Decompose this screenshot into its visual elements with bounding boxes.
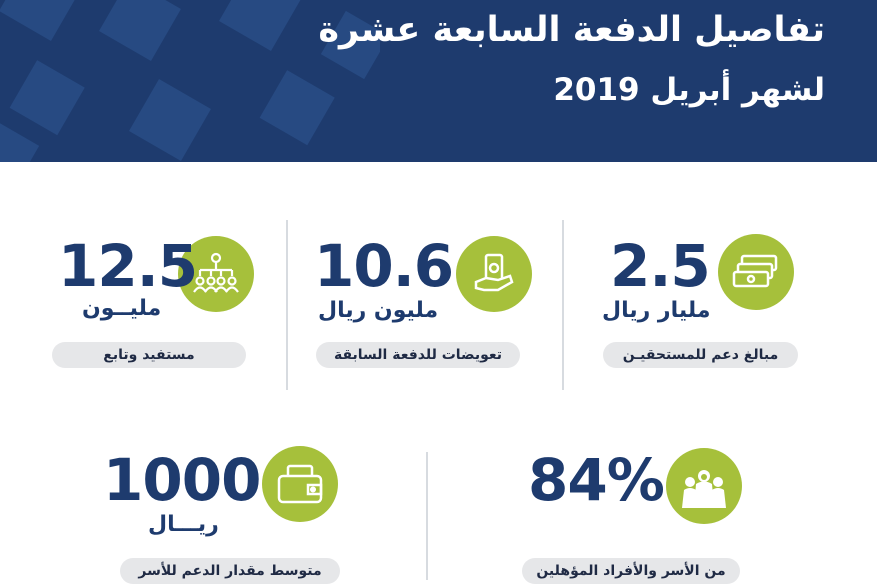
stat-label: مستفيد وتابع <box>52 342 246 368</box>
hand-cash-icon <box>456 236 532 312</box>
stat-label: متوسط مقدار الدعم للأسر <box>120 558 340 584</box>
divider <box>562 220 564 390</box>
header-banner: تفاصيل الدفعة السابعة عشرة لشهر أبريل 20… <box>0 0 877 162</box>
page-title: تفاصيل الدفعة السابعة عشرة <box>318 10 825 50</box>
stat-label: تعويضات للدفعة السابقة <box>316 342 520 368</box>
decorative-pattern <box>0 0 380 162</box>
wallet-icon <box>262 446 338 522</box>
stat-value: 2.5 <box>610 232 711 300</box>
hierarchy-people-icon <box>178 236 254 312</box>
stat-value: 84% <box>528 446 665 514</box>
stat-unit: مليار ريال <box>602 298 711 323</box>
stat-value: 10.6 <box>314 232 454 300</box>
family-icon <box>666 448 742 524</box>
stat-value: 12.5 <box>58 232 198 300</box>
divider <box>426 452 428 580</box>
stat-unit: مليــون <box>82 296 162 321</box>
page-subtitle: لشهر أبريل 2019 <box>553 72 825 108</box>
stat-unit: ريـــال <box>148 512 219 537</box>
money-stack-icon <box>718 234 794 310</box>
divider <box>286 220 288 390</box>
stat-unit: مليون ريال <box>318 298 439 323</box>
stat-value: 1000 <box>103 446 261 514</box>
stat-label: من الأسر والأفراد المؤهلين <box>522 558 740 584</box>
stat-label: مبالغ دعم للمستحقيـن <box>603 342 798 368</box>
